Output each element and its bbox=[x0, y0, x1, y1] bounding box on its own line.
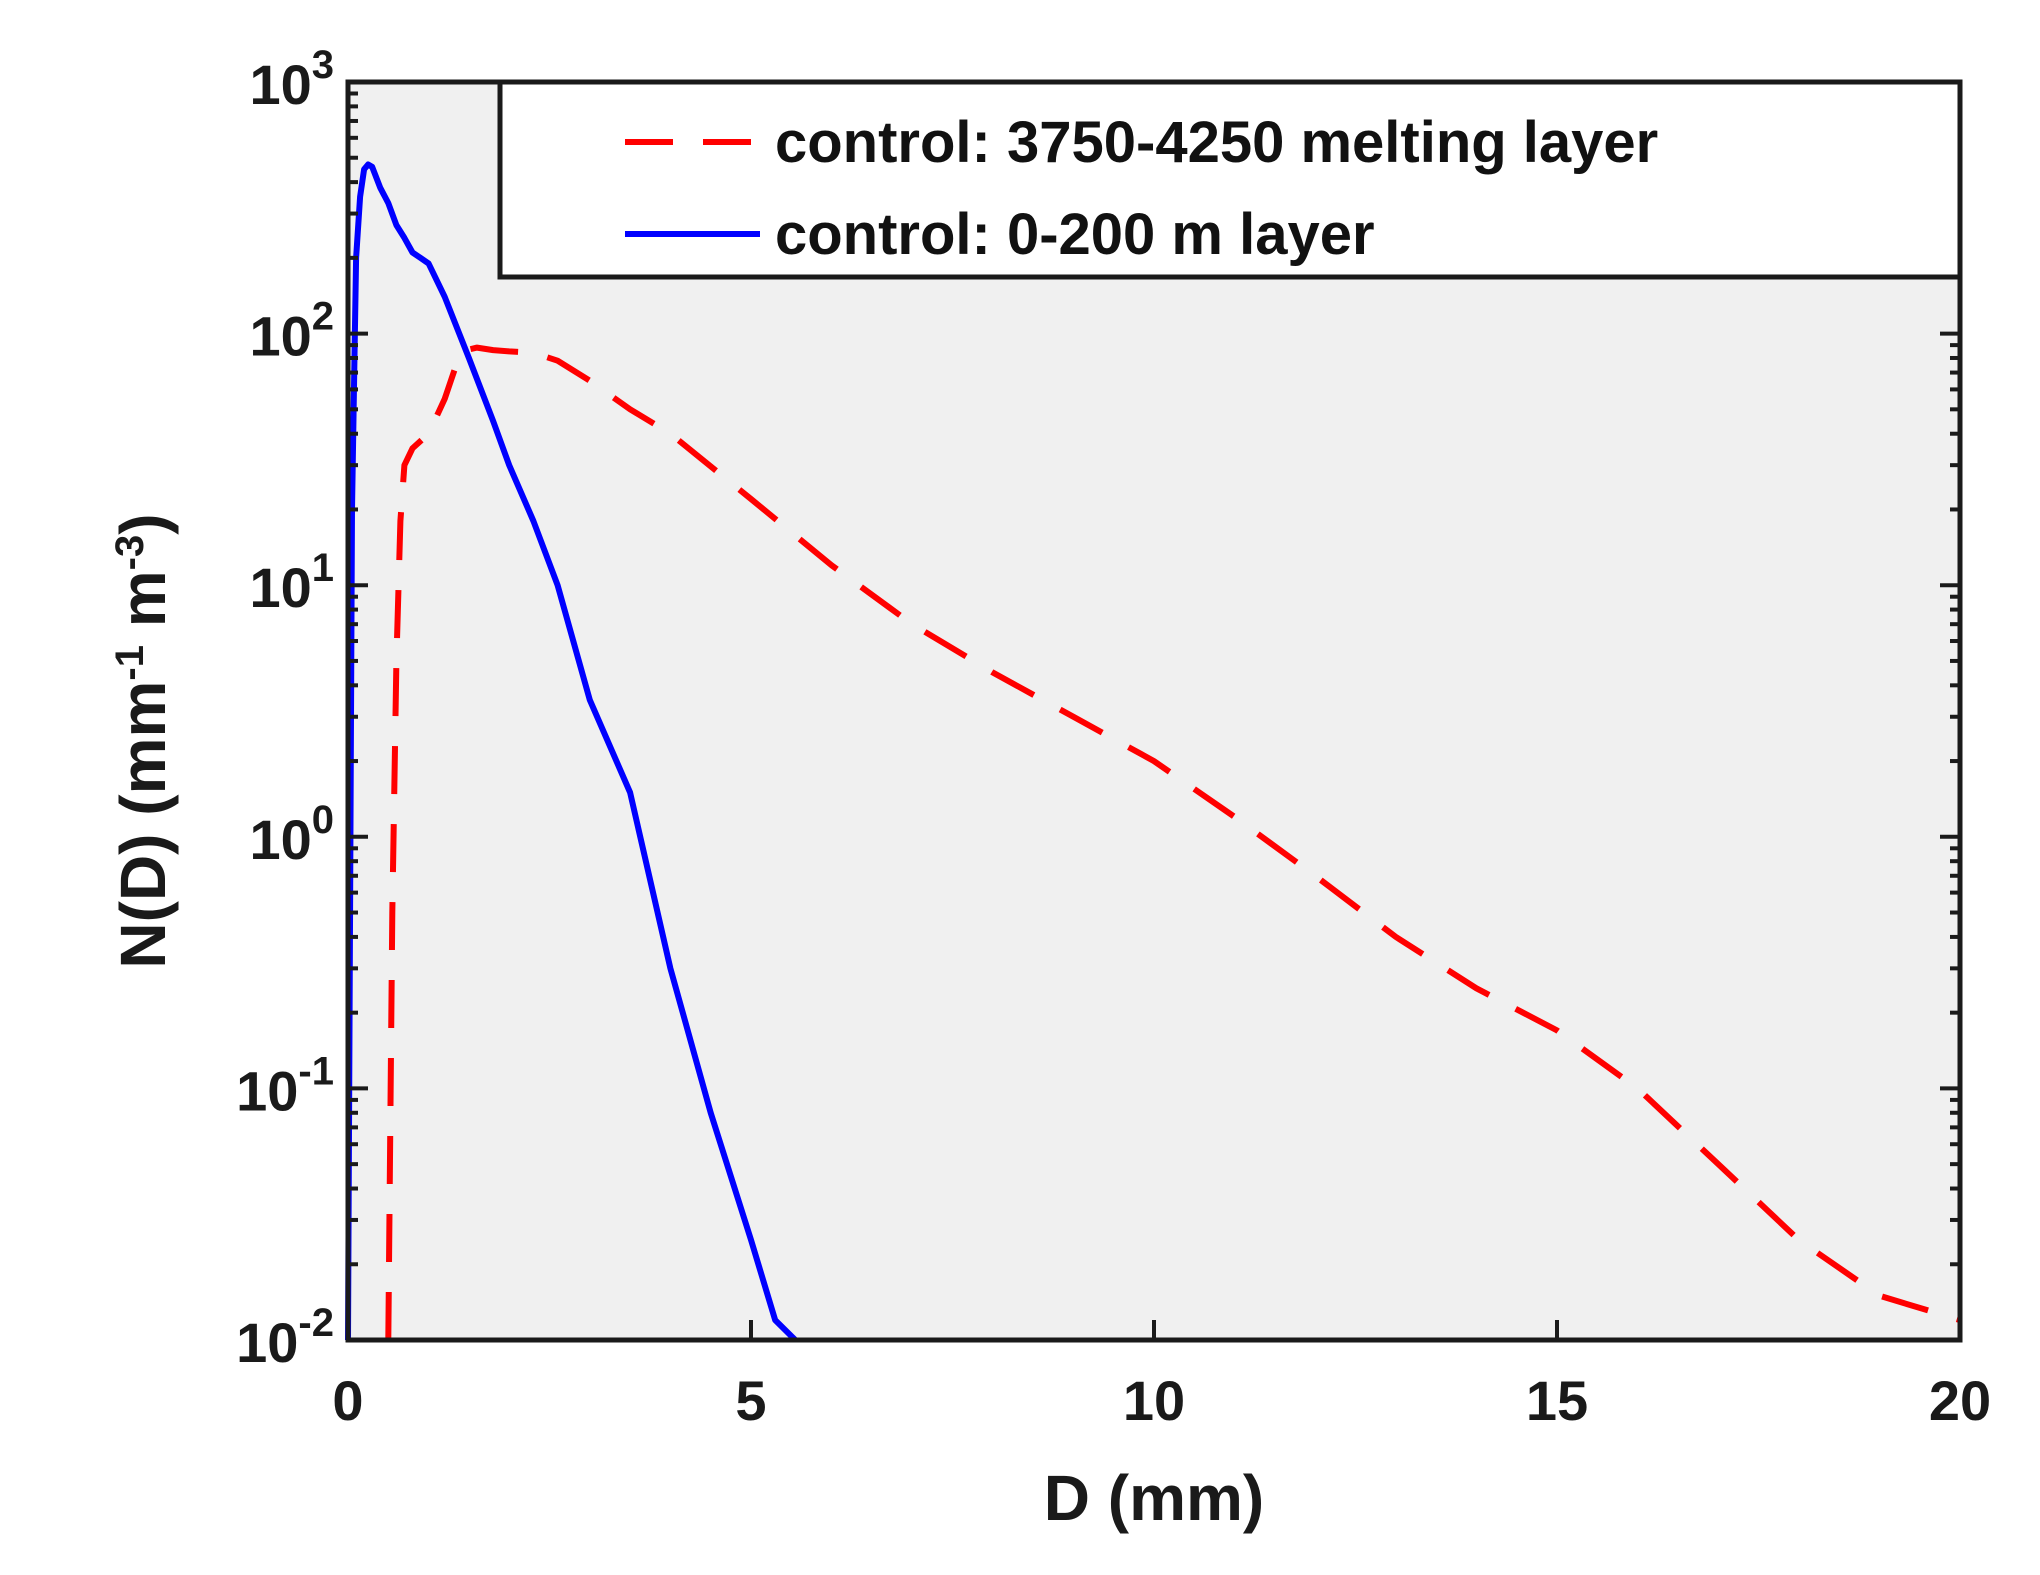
y-tick-label-5: 103 bbox=[249, 43, 334, 116]
series-line-1 bbox=[345, 161, 798, 1343]
legend-label-surface-layer: control: 0-200 m layer bbox=[775, 202, 1375, 267]
series-line-0 bbox=[385, 344, 1961, 1341]
x-tick-label-4: 20 bbox=[1929, 1369, 1991, 1432]
plot-background bbox=[348, 82, 1960, 1340]
y-tick-label-4: 102 bbox=[249, 295, 334, 368]
x-axis-title: D (mm) bbox=[1044, 1462, 1264, 1534]
legend-box bbox=[497, 79, 1963, 280]
y-axis-title-prefix: N(D) (mm bbox=[107, 681, 179, 969]
y-tick-labels: 10-2 10-1 100 101 102 103 bbox=[236, 43, 334, 1374]
y-axis-title-exp1: -1 bbox=[108, 645, 152, 681]
y-tick-label-3: 101 bbox=[249, 546, 334, 619]
x-tick-label-3: 15 bbox=[1526, 1369, 1588, 1432]
legend-label-melting-layer: control: 3750-4250 melting layer bbox=[775, 110, 1658, 175]
y-tick-label-2: 100 bbox=[249, 798, 334, 871]
x-tick-labels: 0 5 10 15 20 bbox=[332, 1369, 1991, 1432]
legend: control: 3750-4250 melting layer control… bbox=[497, 79, 1963, 280]
x-tick-label-1: 5 bbox=[735, 1369, 766, 1432]
x-tick-label-2: 10 bbox=[1123, 1369, 1185, 1432]
series-layer bbox=[345, 161, 1961, 1343]
y-axis-title-middle: m bbox=[107, 570, 179, 645]
y-tick-label-0: 10-2 bbox=[236, 1301, 334, 1374]
x-tick-label-0: 0 bbox=[332, 1369, 363, 1432]
y-axis-title-exp2: -3 bbox=[108, 535, 152, 571]
y-axis-title-suffix: ) bbox=[107, 513, 179, 534]
y-tick-label-1: 10-1 bbox=[236, 1049, 334, 1122]
y-axis-title: N(D) (mm-1 m-3) bbox=[107, 513, 179, 968]
